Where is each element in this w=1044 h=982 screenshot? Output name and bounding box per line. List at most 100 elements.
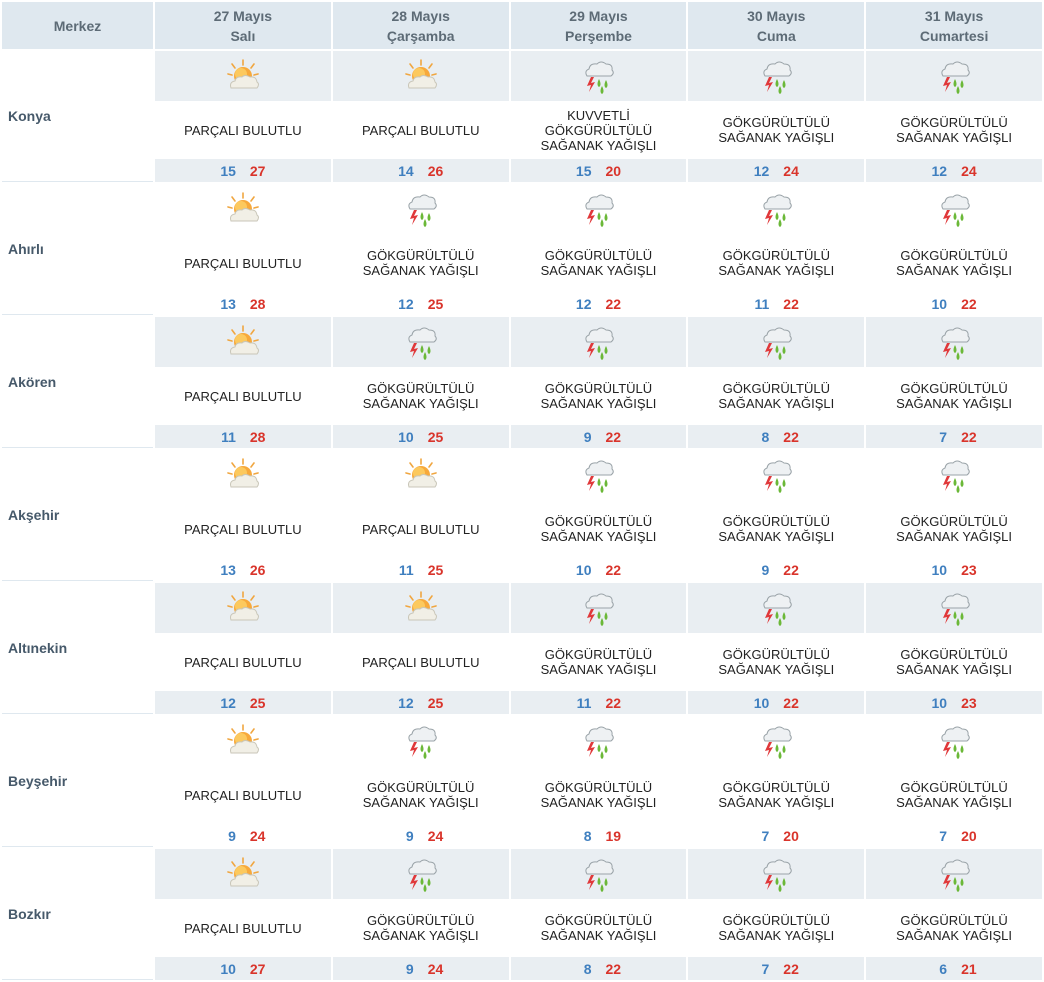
day-header: 28 Mayıs Çarşamba [332, 2, 509, 49]
temp-cell: 12 25 [155, 691, 331, 714]
weather-desc-cell: PARÇALI BULUTLU [155, 502, 331, 556]
max-temp: 24 [783, 162, 799, 179]
weather-icon-cell [866, 51, 1042, 101]
thunder-shower-icon [756, 593, 796, 626]
max-temp: 24 [427, 960, 444, 977]
weather-icon-cell [866, 317, 1042, 367]
weather-desc-cell: PARÇALI BULUTLU [155, 635, 331, 689]
weather-desc-cell: KUVVETLİ GÖKGÜRÜLTÜLÜ SAĞANAK YAĞIŞLI [510, 103, 687, 157]
min-temp: 13 [220, 295, 236, 312]
min-temp: 7 [939, 827, 948, 844]
weather-desc-line: GÖKGÜRÜLTÜLÜ [367, 381, 475, 396]
max-temp: 24 [249, 827, 266, 844]
weather-desc-line: SAĞANAK YAĞIŞLI [540, 662, 657, 677]
max-temp: 22 [783, 694, 799, 711]
weather-icon-cell [688, 716, 865, 766]
city-name[interactable]: Konya [2, 51, 153, 182]
temp-cell: 7 22 [866, 425, 1042, 448]
weather-desc-line: SAĞANAK YAĞIŞLI [896, 396, 1013, 411]
max-temp: 21 [961, 960, 977, 977]
city-desc-row: PARÇALI BULUTLU PARÇALI BULUTLU KUVVETLİ GÖ… [2, 103, 1042, 157]
weather-icon-cell [155, 184, 331, 234]
partly-cloudy-icon [223, 591, 263, 621]
weather-desc-cell: GÖKGÜRÜLTÜLÜ SAĞANAK YAĞIŞLI [510, 236, 687, 290]
weather-desc-cell: GÖKGÜRÜLTÜLÜ SAĞANAK YAĞIŞLI [688, 502, 865, 556]
min-temp: 9 [228, 827, 236, 844]
thunder-shower-icon [578, 726, 618, 759]
thunder-shower-icon [934, 460, 974, 493]
weather-icon-cell [866, 849, 1042, 899]
max-temp: 22 [783, 295, 799, 312]
thunder-shower-icon [756, 194, 796, 227]
thunder-shower-icon [934, 726, 974, 759]
temp-cell: 9 22 [688, 558, 865, 581]
weather-desc-cell: GÖKGÜRÜLTÜLÜ SAĞANAK YAĞIŞLI [510, 502, 687, 556]
weather-icon-cell [332, 849, 509, 899]
weather-icon-cell [332, 184, 509, 234]
weather-icon-cell [332, 51, 509, 101]
min-temp: 6 [939, 960, 948, 977]
weather-desc-line: PARÇALI BULUTLU [184, 654, 302, 670]
city-name[interactable]: Akören [2, 317, 153, 448]
weather-desc-line: SAĞANAK YAĞIŞLI [896, 928, 1013, 943]
weather-desc-cell: GÖKGÜRÜLTÜLÜ SAĞANAK YAĞIŞLI [332, 901, 509, 955]
city-name[interactable]: Beyşehir [2, 716, 153, 847]
weather-icon-cell [332, 716, 509, 766]
max-temp: 26 [427, 162, 444, 179]
weather-desc-cell: GÖKGÜRÜLTÜLÜ SAĞANAK YAĞIŞLI [688, 103, 865, 157]
city-name[interactable]: Ahırlı [2, 184, 153, 315]
partly-cloudy-icon [223, 192, 263, 222]
weather-desc-line: GÖKGÜRÜLTÜLÜ [900, 115, 1008, 130]
weather-desc-line: PARÇALI BULUTLU [361, 122, 480, 138]
weather-desc-line: GÖKGÜRÜLTÜLÜ [544, 913, 653, 928]
city-name[interactable]: Bozkır [2, 849, 153, 980]
weather-desc-cell: GÖKGÜRÜLTÜLÜ SAĞANAK YAĞIŞLI [866, 103, 1042, 157]
weather-desc-cell: GÖKGÜRÜLTÜLÜ SAĞANAK YAĞIŞLI [332, 768, 509, 822]
thunder-shower-icon [756, 61, 796, 94]
max-temp: 25 [427, 428, 444, 445]
weather-desc-line: GÖKGÜRÜLTÜLÜ [367, 780, 475, 795]
temp-cell: 8 22 [688, 425, 865, 448]
city-desc-row: PARÇALI BULUTLU GÖKGÜRÜLTÜLÜ SAĞANAK YAĞIŞ… [2, 369, 1042, 423]
temp-cell: 11 22 [510, 691, 687, 714]
city-name[interactable]: Akşehir [2, 450, 153, 581]
min-temp: 12 [398, 295, 414, 312]
weather-icon-cell [510, 184, 687, 234]
city-icon-row: Ahırlı [2, 184, 1042, 315]
weather-desc-line: GÖKGÜRÜLTÜLÜ [544, 647, 653, 662]
temp-cell: 10 23 [866, 558, 1042, 581]
weather-desc-cell: GÖKGÜRÜLTÜLÜ SAĞANAK YAĞIŞLI [688, 635, 865, 689]
min-temp: 10 [931, 561, 948, 578]
weather-icon-cell [510, 849, 687, 899]
thunder-shower-icon [401, 859, 441, 892]
weather-desc-line: SAĞANAK YAĞIŞLI [718, 662, 835, 677]
city-name[interactable]: Altınekin [2, 583, 153, 714]
day-header: 27 Mayıs Salı [155, 2, 331, 49]
thunder-shower-icon [934, 593, 974, 626]
min-temp: 12 [575, 295, 592, 312]
weather-icon-cell [155, 317, 331, 367]
weather-desc-line: PARÇALI BULUTLU [184, 787, 302, 803]
weather-desc-line: PARÇALI BULUTLU [361, 521, 480, 537]
temp-cell: 6 21 [866, 957, 1042, 980]
weather-desc-line: GÖKGÜRÜLTÜLÜ [722, 780, 830, 795]
weather-desc-line: SAĞANAK YAĞIŞLI [362, 263, 479, 278]
weather-desc-line: GÖKGÜRÜLTÜLÜ [900, 647, 1008, 662]
city-icon-row: Beyşehir [2, 716, 1042, 847]
weather-icon-cell [332, 583, 509, 633]
max-temp: 20 [783, 827, 799, 844]
day-name: Salı [230, 27, 256, 44]
temp-cell: 9 24 [332, 824, 509, 847]
merkez-header: Merkez [2, 2, 153, 49]
weather-desc-cell: PARÇALI BULUTLU [332, 635, 509, 689]
min-temp: 9 [405, 960, 414, 977]
weather-icon-cell [155, 51, 331, 101]
max-temp: 25 [427, 561, 444, 578]
weather-desc-line: SAĞANAK YAĞIŞLI [540, 795, 657, 810]
weather-desc-line: SAĞANAK YAĞIŞLI [540, 263, 657, 278]
max-temp: 27 [249, 162, 266, 179]
max-temp: 28 [249, 295, 266, 312]
temp-cell: 12 24 [866, 159, 1042, 182]
weather-desc-cell: GÖKGÜRÜLTÜLÜ SAĞANAK YAĞIŞLI [688, 369, 865, 423]
temp-cell: 13 28 [155, 292, 331, 315]
